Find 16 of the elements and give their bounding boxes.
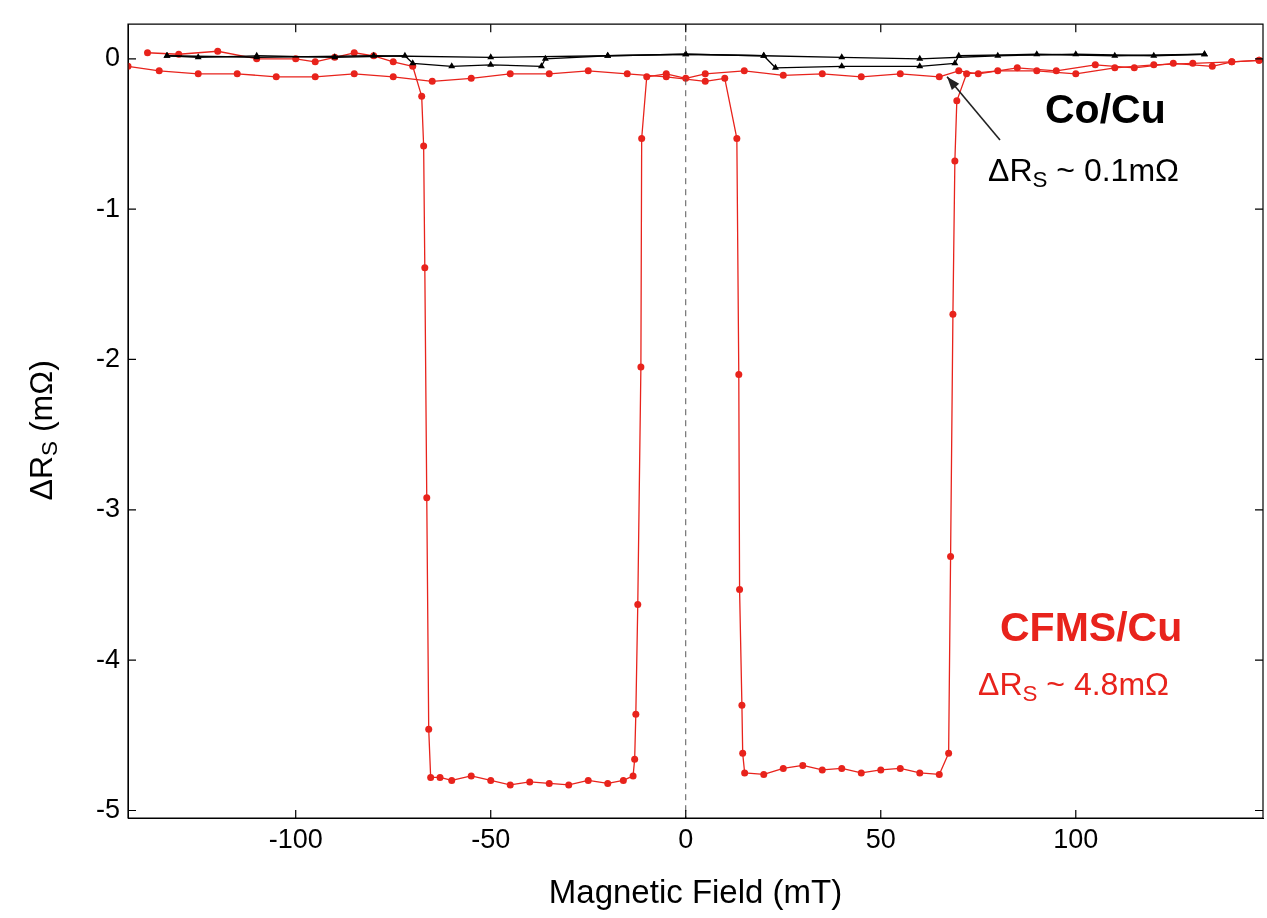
y-tick-label: -3 [95, 493, 120, 524]
x-axis-title: Magnetic Field (mT) [548, 873, 843, 911]
y-tick-label: -4 [95, 643, 120, 674]
x-tick-label: -50 [471, 823, 511, 854]
y-tick-label: -1 [95, 192, 120, 223]
x-tick-label: 50 [865, 823, 896, 854]
y-tick-label: -2 [95, 342, 120, 373]
annotation: ΔR$_{S}$ ~ 4.8mΩ [978, 666, 1169, 707]
x-tick-label: 100 [1053, 823, 1099, 854]
series-label: Co/Cu [1045, 86, 1166, 133]
x-tick-label: 0 [678, 823, 694, 854]
x-tick-label: -100 [268, 823, 323, 854]
y-tick-label: 0 [104, 42, 120, 73]
series-label: CFMS/Cu [1000, 604, 1183, 651]
y-tick-label: -5 [95, 793, 120, 824]
annotation: ΔR$_{S}$ ~ 0.1mΩ [988, 152, 1179, 193]
